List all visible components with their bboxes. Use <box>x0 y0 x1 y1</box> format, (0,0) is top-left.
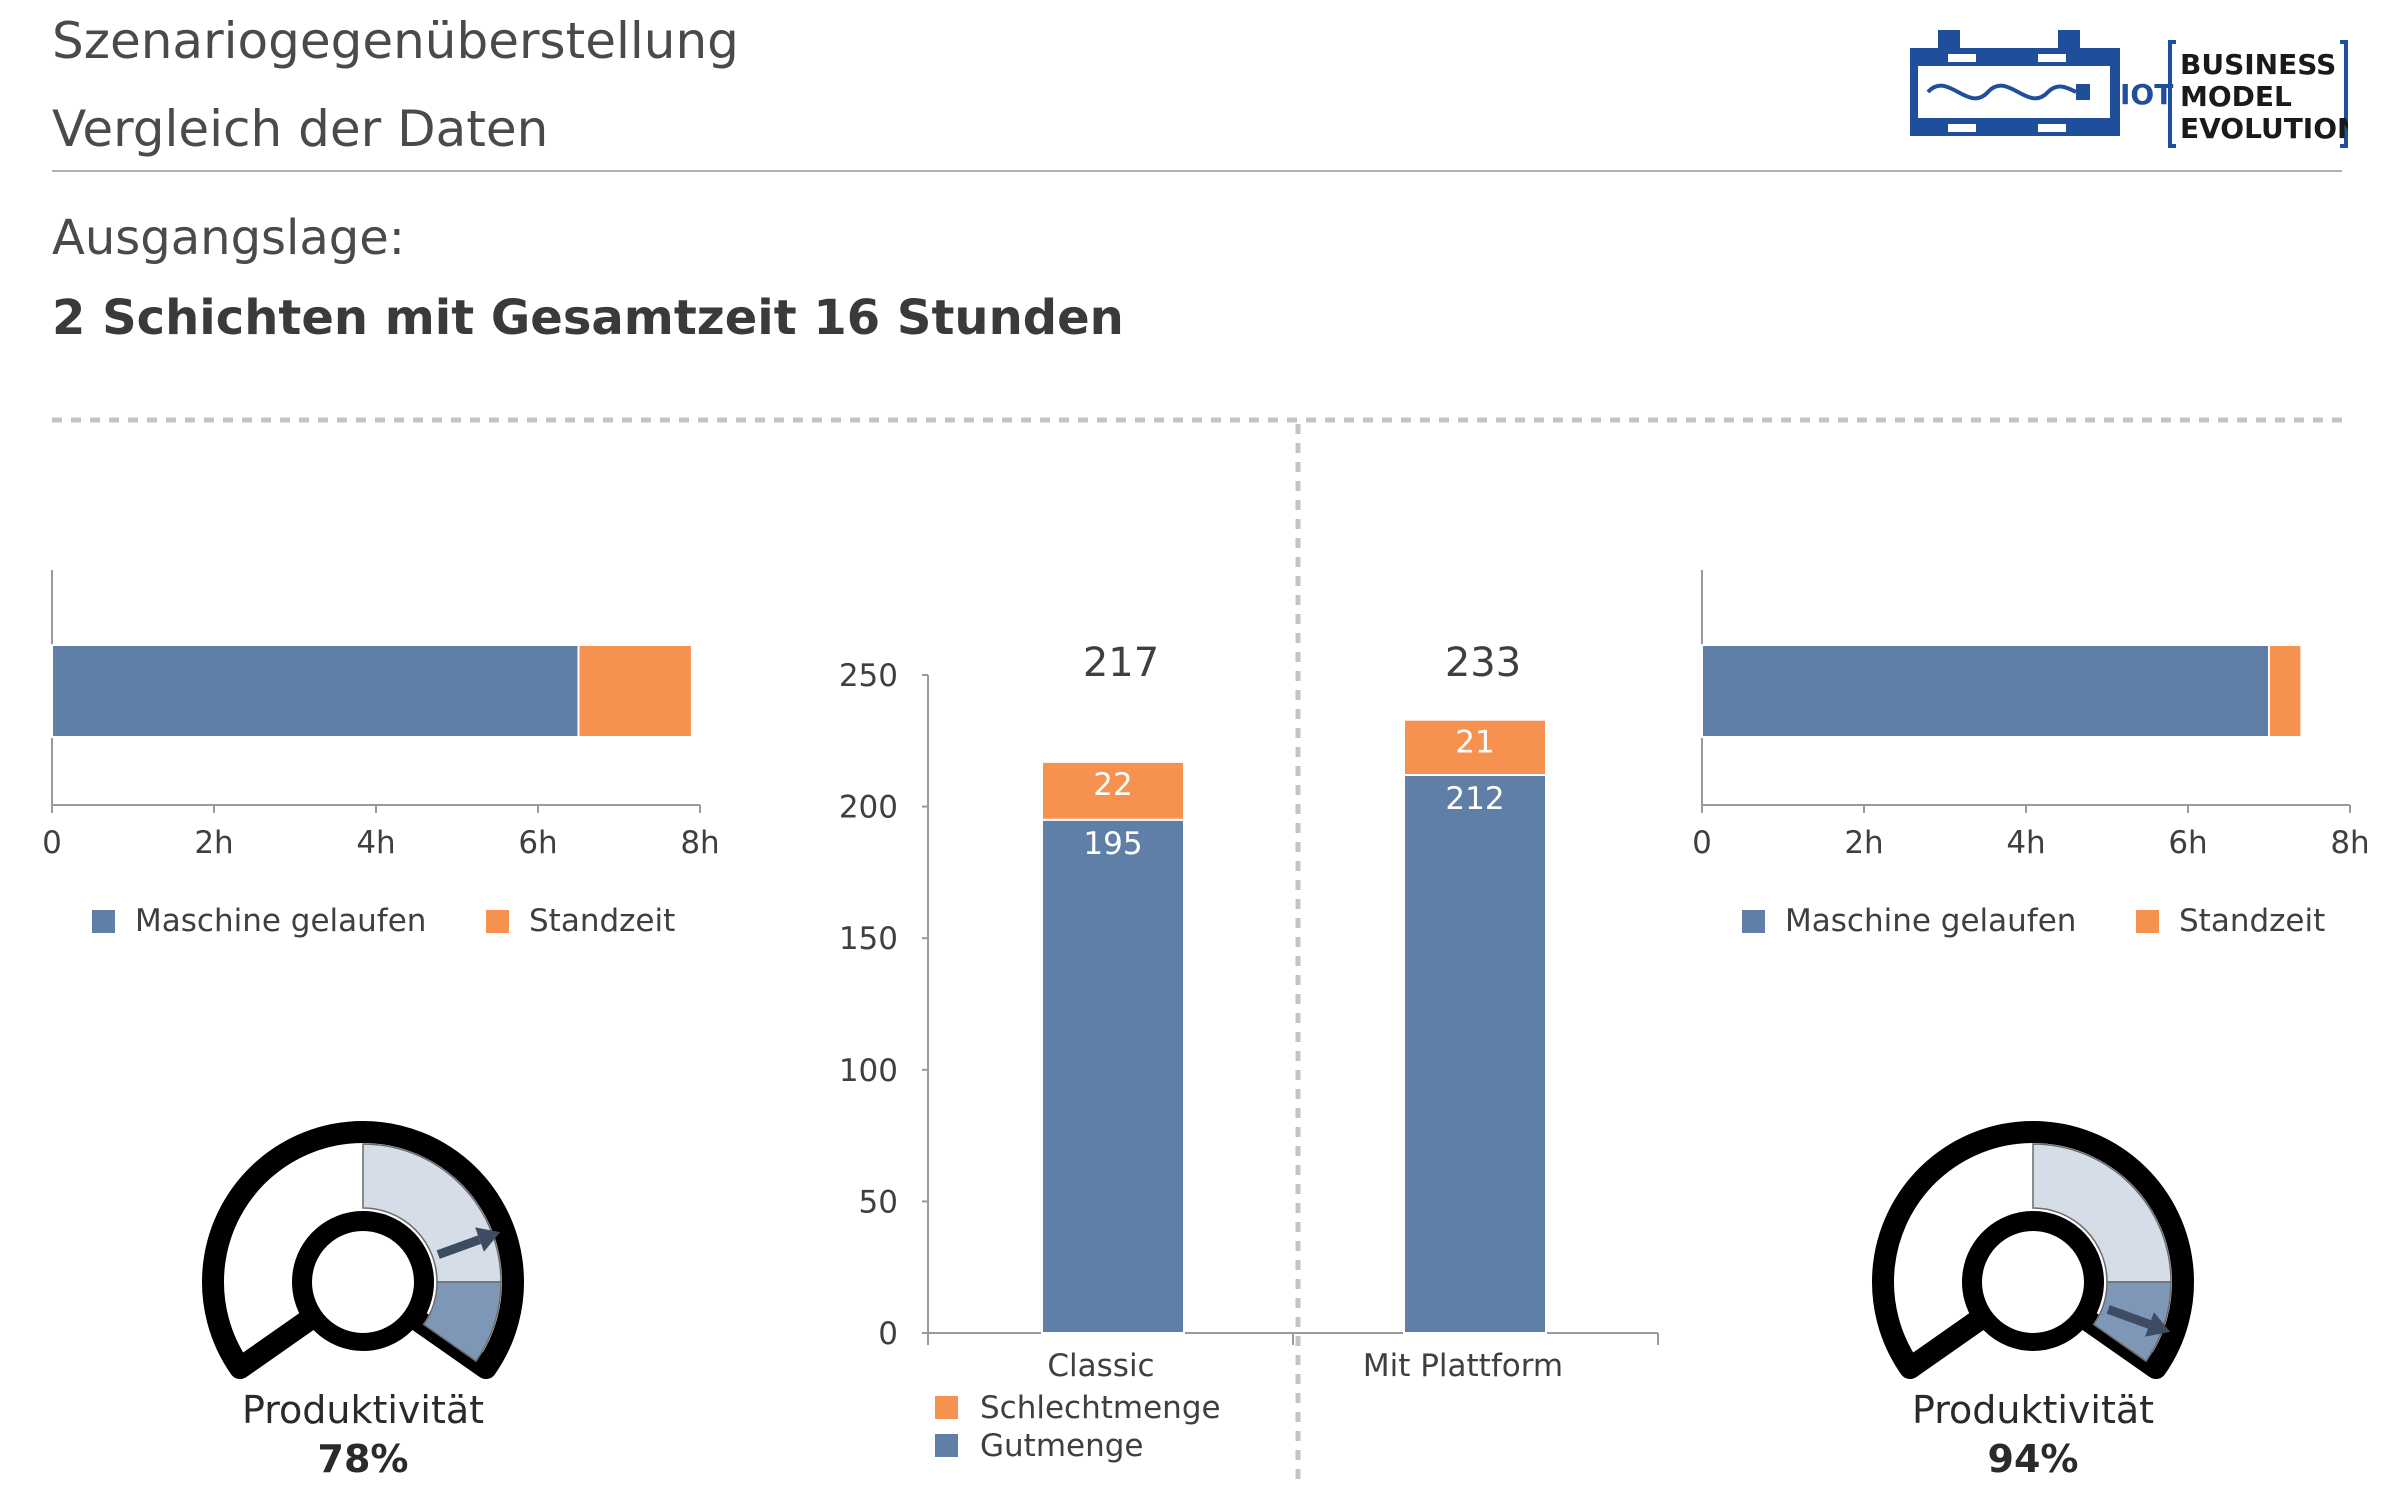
y-tick-label: 100 <box>839 1053 898 1089</box>
y-tick-label: 250 <box>839 658 898 694</box>
section-heading: 2 Schichten mit Gesamtzeit 16 Stunden <box>52 290 1124 346</box>
gauge-label: Produktivität <box>1912 1388 2154 1432</box>
y-tick-label: 0 <box>878 1316 898 1352</box>
x-tick-label: 2h <box>194 825 233 861</box>
iot-business-model-evolution-logo: IOT BUSINESS MODEL EVOLUTION <box>1910 30 2348 148</box>
productivity-gauge-left: Produktivität 78% <box>202 1121 524 1481</box>
column-chart-center: 0 50 100 150 200 250 195 22 217 Classic 212 21 233 Mi… <box>839 640 1659 1464</box>
hbar-chart-right: 0 2h 4h 6h 8h Maschine gelaufen Standzeit <box>1692 570 2370 939</box>
x-tick-label: 0 <box>42 825 62 861</box>
gauge-needle <box>2106 1305 2152 1329</box>
bar-segment <box>51 644 580 738</box>
logo-text-business: BUSINESS <box>2180 48 2336 81</box>
gauge-value: 78% <box>318 1437 409 1481</box>
y-tick-label: 50 <box>859 1184 898 1220</box>
legend-swatch <box>935 1434 958 1457</box>
legend-swatch <box>1742 910 1765 933</box>
legend-swatch <box>935 1396 958 1419</box>
gauge-value: 94% <box>1988 1437 2079 1481</box>
bar-gutmenge <box>1403 774 1547 1335</box>
x-tick-label: 8h <box>680 825 719 861</box>
bar-segment <box>577 644 693 738</box>
data-label: 21 <box>1455 725 1494 761</box>
gauge-needle-head <box>2145 1312 2171 1337</box>
gauge-hub <box>294 1213 432 1351</box>
gauge-needle-head <box>475 1227 501 1252</box>
legend-swatch <box>2136 910 2159 933</box>
logo-text-model: MODEL <box>2180 80 2292 113</box>
legend-label: Maschine gelaufen <box>1785 903 2076 939</box>
productivity-gauge-right: Produktivität 94% <box>1872 1121 2194 1481</box>
gauge-needle <box>436 1235 482 1259</box>
section-label: Ausgangslage: <box>52 210 405 266</box>
legend-swatch <box>486 910 509 933</box>
logo-iot-text: IOT <box>2120 78 2173 111</box>
data-label: 195 <box>1083 826 1142 862</box>
x-tick-label: 8h <box>2330 825 2369 861</box>
legend-label: Standzeit <box>2179 903 2325 939</box>
bar-gutmenge <box>1041 818 1185 1334</box>
category-label: Mit Plattform <box>1363 1348 1563 1384</box>
x-tick-label: 2h <box>1844 825 1883 861</box>
page-subtitle: Vergleich der Daten <box>52 100 549 158</box>
x-tick-label: 4h <box>356 825 395 861</box>
total-label: 233 <box>1445 640 1521 686</box>
data-label: 22 <box>1093 767 1132 803</box>
gauge-hub <box>1964 1213 2102 1351</box>
x-tick-label: 4h <box>2006 825 2045 861</box>
y-tick-label: 200 <box>839 790 898 826</box>
bar-segment <box>1701 644 2270 738</box>
legend-swatch <box>92 910 115 933</box>
gauge-zone-light <box>2032 1143 2172 1283</box>
gauge-zone-dark <box>422 1281 502 1363</box>
legend-label: Schlechtmenge <box>980 1390 1221 1426</box>
total-label: 217 <box>1083 640 1159 686</box>
x-tick-label: 6h <box>518 825 557 861</box>
bar-schlechtmenge <box>1041 760 1185 821</box>
bar-schlechtmenge <box>1403 718 1547 777</box>
gauge-label: Produktivität <box>242 1388 484 1432</box>
legend-label: Standzeit <box>529 903 675 939</box>
logo-text-evolution: EVOLUTION <box>2180 112 2348 145</box>
legend-label: Gutmenge <box>980 1428 1144 1464</box>
header-divider <box>52 170 2342 172</box>
data-label: 212 <box>1445 781 1504 817</box>
hbar-chart-left: 0 2h 4h 6h 8h Maschine gelaufen Standzeit <box>42 570 720 939</box>
page-title: Szenariogegenüberstellung <box>52 12 739 70</box>
x-tick-label: 0 <box>1692 825 1712 861</box>
category-label: Classic <box>1047 1348 1154 1384</box>
bar-segment <box>2268 644 2303 738</box>
legend-label: Maschine gelaufen <box>135 903 426 939</box>
y-tick-label: 150 <box>839 921 898 957</box>
x-tick-label: 6h <box>2168 825 2207 861</box>
